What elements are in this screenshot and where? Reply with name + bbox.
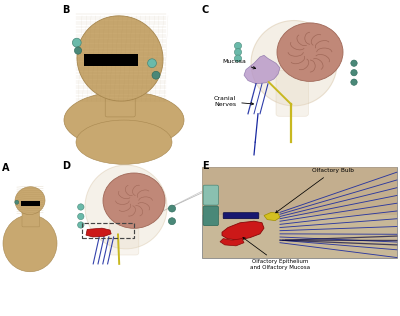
Ellipse shape — [234, 55, 242, 62]
FancyBboxPatch shape — [203, 185, 218, 205]
FancyBboxPatch shape — [203, 206, 218, 226]
Ellipse shape — [85, 165, 167, 249]
Ellipse shape — [351, 79, 357, 85]
FancyBboxPatch shape — [109, 221, 139, 255]
Text: A: A — [2, 163, 10, 173]
Ellipse shape — [72, 38, 81, 47]
Ellipse shape — [168, 218, 176, 225]
Ellipse shape — [351, 70, 357, 76]
Text: Olfactory Epithelium
and Olfactory Mucosa: Olfactory Epithelium and Olfactory Mucos… — [243, 238, 310, 270]
Ellipse shape — [76, 120, 172, 164]
Text: Olfactory Bulb: Olfactory Bulb — [276, 168, 354, 213]
Ellipse shape — [74, 47, 82, 54]
Polygon shape — [244, 55, 280, 84]
Polygon shape — [264, 212, 280, 221]
Ellipse shape — [78, 213, 84, 220]
Ellipse shape — [64, 92, 184, 149]
Ellipse shape — [168, 205, 176, 212]
FancyBboxPatch shape — [22, 209, 40, 227]
Ellipse shape — [152, 71, 160, 79]
Text: Cranial
Nerves: Cranial Nerves — [214, 96, 254, 107]
Polygon shape — [86, 228, 111, 237]
Ellipse shape — [3, 215, 57, 272]
Polygon shape — [222, 221, 264, 240]
FancyBboxPatch shape — [202, 167, 397, 258]
Text: C: C — [202, 5, 209, 15]
Ellipse shape — [103, 173, 165, 228]
Ellipse shape — [78, 204, 84, 210]
Ellipse shape — [234, 42, 242, 49]
FancyBboxPatch shape — [202, 167, 397, 215]
Ellipse shape — [15, 200, 19, 204]
Text: D: D — [62, 161, 70, 171]
Ellipse shape — [234, 49, 242, 56]
Ellipse shape — [15, 187, 45, 215]
Ellipse shape — [77, 16, 163, 101]
Text: Mucosa: Mucosa — [222, 59, 256, 69]
FancyBboxPatch shape — [223, 213, 259, 219]
FancyBboxPatch shape — [21, 201, 40, 206]
Ellipse shape — [351, 60, 357, 66]
Polygon shape — [220, 239, 244, 246]
Ellipse shape — [148, 59, 156, 68]
Text: B: B — [62, 5, 69, 15]
Text: E: E — [202, 161, 209, 171]
FancyBboxPatch shape — [276, 70, 308, 116]
Ellipse shape — [251, 21, 337, 106]
FancyBboxPatch shape — [84, 54, 138, 66]
Ellipse shape — [277, 23, 343, 81]
FancyBboxPatch shape — [105, 90, 135, 117]
Ellipse shape — [78, 222, 84, 228]
